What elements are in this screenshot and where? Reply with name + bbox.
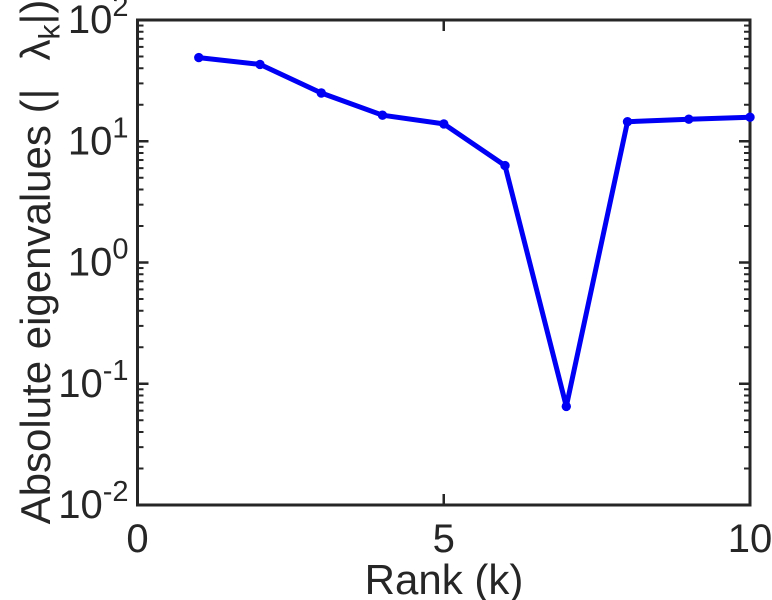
data-point-marker bbox=[439, 119, 449, 129]
plot-box bbox=[136, 18, 752, 507]
y-tick-label: 10-1 bbox=[58, 355, 128, 406]
x-tick-label: 0 bbox=[126, 517, 148, 561]
y-tick-label: 102 bbox=[68, 0, 129, 42]
x-tick-label: 10 bbox=[728, 517, 772, 561]
data-point-marker bbox=[500, 160, 510, 171]
eigenvalue-line bbox=[196, 55, 753, 409]
data-point-marker bbox=[745, 112, 755, 122]
data-point-marker bbox=[194, 52, 204, 63]
x-tick-label: 5 bbox=[433, 517, 455, 561]
data-point-marker bbox=[316, 88, 326, 98]
data-point-marker bbox=[377, 110, 388, 120]
y-tick-label: 10-2 bbox=[58, 476, 128, 527]
y-axis-label: Absolute eigenvalues (| λk|) bbox=[12, 0, 66, 525]
data-point-marker bbox=[561, 401, 571, 412]
y-axis-label-prefix: Absolute eigenvalues (| bbox=[12, 88, 59, 525]
y-axis-label-suffix: |) bbox=[12, 0, 59, 25]
lambda-subscript: k bbox=[33, 24, 67, 40]
data-point-marker bbox=[684, 114, 694, 124]
y-tick-label: 101 bbox=[68, 112, 129, 163]
lambda-symbol: λ bbox=[12, 39, 59, 61]
data-point-marker bbox=[255, 59, 265, 70]
data-point-marker bbox=[622, 117, 633, 127]
x-axis-label: Rank (k) bbox=[364, 556, 524, 600]
y-tick-label: 100 bbox=[68, 234, 129, 285]
